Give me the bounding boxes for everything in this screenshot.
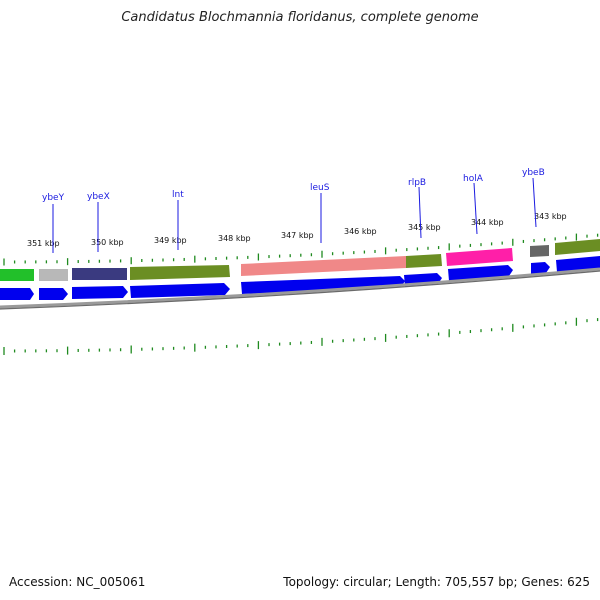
cds-arrow — [531, 262, 550, 274]
gene-label-ybeB: ybeB — [522, 168, 545, 178]
gene-label-ybeY: ybeY — [42, 193, 65, 203]
gene-block-pink-holA — [446, 248, 513, 266]
scale-label-348: 348 kbp — [218, 234, 251, 243]
cds-arrow — [556, 256, 600, 272]
scale-label-347: 347 kbp — [281, 231, 314, 240]
gene-labels: ybeY ybeX lnt leuS rlpB holA ybeB — [42, 168, 545, 203]
gene-block-olive-right — [555, 239, 600, 255]
gene-block-green — [0, 269, 34, 281]
gene-block-darkgrey — [530, 245, 549, 257]
gene-block-olive-lnt — [130, 265, 230, 280]
scale-label-349: 349 kbp — [154, 236, 187, 245]
accession-label: Accession: NC_005061 — [9, 575, 146, 589]
scale-label-344: 344 kbp — [471, 218, 504, 227]
gene-block-track — [0, 239, 600, 281]
gene-block-olive-rlpB — [406, 254, 442, 268]
cds-arrow — [39, 288, 68, 300]
scale-label-350: 350 kbp — [91, 238, 124, 247]
cds-arrow — [241, 276, 405, 294]
genome-backbone-shadow — [0, 270, 600, 310]
genome-backbone — [0, 267, 600, 309]
gene-label-leuS: leuS — [310, 183, 330, 193]
scale-label-345: 345 kbp — [408, 223, 441, 232]
gene-leader-lines — [52, 177, 537, 253]
cds-arrow — [72, 286, 128, 299]
scale-label-351: 351 kbp — [27, 239, 60, 248]
gene-block-navy — [72, 268, 127, 280]
gene-block-salmon-leuS — [241, 256, 406, 276]
scale-label-346: 346 kbp — [344, 227, 377, 236]
gene-label-rlpB: rlpB — [408, 178, 426, 188]
gene-label-holA: holA — [463, 174, 484, 184]
gene-label-lnt: lnt — [172, 190, 184, 200]
gene-block-grey — [39, 269, 68, 281]
cds-arrow — [0, 288, 34, 300]
genome-summary: Topology: circular; Length: 705,557 bp; … — [283, 575, 590, 589]
inner-scale-ticks — [3, 317, 599, 355]
outer-scale-ticks — [3, 233, 599, 266]
cds-arrow — [130, 283, 230, 298]
scale-label-343: 343 kbp — [534, 212, 567, 221]
map-title: Candidatus Blochmannia floridanus, compl… — [121, 10, 479, 25]
gene-label-ybeX: ybeX — [87, 192, 110, 202]
scale-labels: 351 kbp 350 kbp 349 kbp 348 kbp 347 kbp … — [27, 212, 567, 248]
